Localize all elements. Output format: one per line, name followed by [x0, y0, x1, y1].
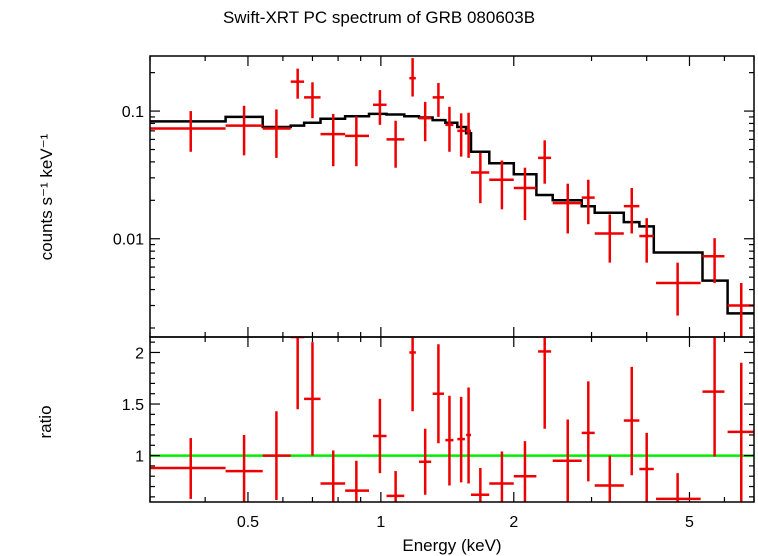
spectrum-data-point — [320, 113, 346, 167]
ratio-data-point — [150, 438, 226, 499]
spectrum-y-ticks — [150, 72, 754, 329]
ratio-panel: 0.5 1 2 5 1 1.5 2 — [122, 336, 755, 531]
x-ticks — [149, 56, 755, 502]
x-axis-label: Energy (keV) — [402, 536, 502, 555]
spectrum-frame — [149, 55, 755, 338]
ratio-data-point — [290, 337, 305, 410]
ratio-data-point — [262, 411, 291, 500]
spectrum-data-point — [373, 90, 387, 125]
ratio-data-point — [304, 342, 321, 456]
spectrum-data-point — [594, 214, 624, 263]
ratio-data-point — [656, 473, 701, 502]
ratio-data-point — [552, 419, 582, 502]
spectrum-data-point — [470, 152, 490, 204]
ratio-data-point — [418, 428, 432, 495]
ratio-frame — [149, 336, 755, 503]
spectrum-data-point — [457, 113, 465, 157]
ratio-data-point — [320, 450, 346, 502]
spectrum-panel: 0.1 0.01 — [113, 55, 755, 502]
ratio-data-point — [513, 441, 537, 502]
ratio-data-point — [466, 387, 471, 484]
ratio-data-point — [489, 451, 514, 502]
ratio-data-point — [432, 344, 445, 444]
ratio-data-point — [386, 471, 405, 502]
ratio-y-tick-label: 2 — [135, 345, 144, 362]
spectrum-data-point — [432, 82, 445, 117]
x-tick-label: 5 — [685, 514, 694, 531]
ratio-y-tick-label: 1 — [135, 449, 144, 466]
ratio-data-point — [639, 432, 654, 502]
chart-title: Swift-XRT PC spectrum of GRB 080603B — [222, 8, 536, 27]
ratio-data-point — [373, 398, 387, 474]
ratio-data-point — [538, 337, 552, 429]
spectrum-data-point — [639, 218, 654, 263]
spectrum-data-point — [489, 160, 514, 210]
spectrum-y-tick-label: 0.1 — [122, 104, 144, 121]
spectrum-data-point — [702, 238, 725, 284]
ratio-data-point — [457, 396, 465, 483]
ratio-data-point — [409, 337, 416, 412]
spectrum-data-point — [445, 106, 454, 152]
x-tick-label: 0.5 — [237, 514, 259, 531]
spectrum-data-point — [538, 140, 552, 184]
spectrum-data-point — [262, 109, 291, 158]
spectrum-data-point — [513, 167, 537, 221]
spectrum-data-point — [409, 58, 416, 97]
ratio-plot-area — [150, 337, 754, 502]
spectrum-data-point — [290, 68, 305, 99]
spectrum-data-point — [623, 187, 640, 234]
spectrum-plot-area — [150, 58, 754, 337]
spectrum-data-point — [150, 111, 226, 152]
spectrum-data-point — [418, 101, 432, 142]
spectrum-data-point — [304, 82, 321, 119]
spectrum-data-point — [727, 283, 754, 337]
spectrum-data-point — [345, 116, 370, 167]
x-tick-label: 1 — [376, 514, 385, 531]
ratio-data-point — [581, 381, 595, 482]
spectrum-y-tick-label: 0.01 — [113, 232, 144, 249]
spectrum-data-point — [386, 120, 405, 168]
x-tick-label: 2 — [509, 514, 518, 531]
ratio-data-point — [702, 337, 725, 457]
ratio-data-point — [623, 366, 640, 476]
spectrum-data-point — [225, 105, 263, 156]
spectrum-data-point — [552, 183, 582, 234]
spectrum-data-point — [581, 179, 595, 225]
ratio-data-point — [727, 362, 754, 502]
ratio-y-ticks — [150, 341, 754, 498]
spectrum-data-point — [466, 112, 471, 158]
ratio-data-point — [345, 460, 370, 502]
ratio-y-tick-label: 1.5 — [122, 397, 144, 414]
ratio-data-point — [594, 455, 624, 502]
spectrum-data-point — [656, 262, 701, 316]
ratio-data-point — [445, 395, 454, 486]
ratio-data-point — [470, 467, 490, 502]
ratio-data-point — [225, 434, 263, 502]
